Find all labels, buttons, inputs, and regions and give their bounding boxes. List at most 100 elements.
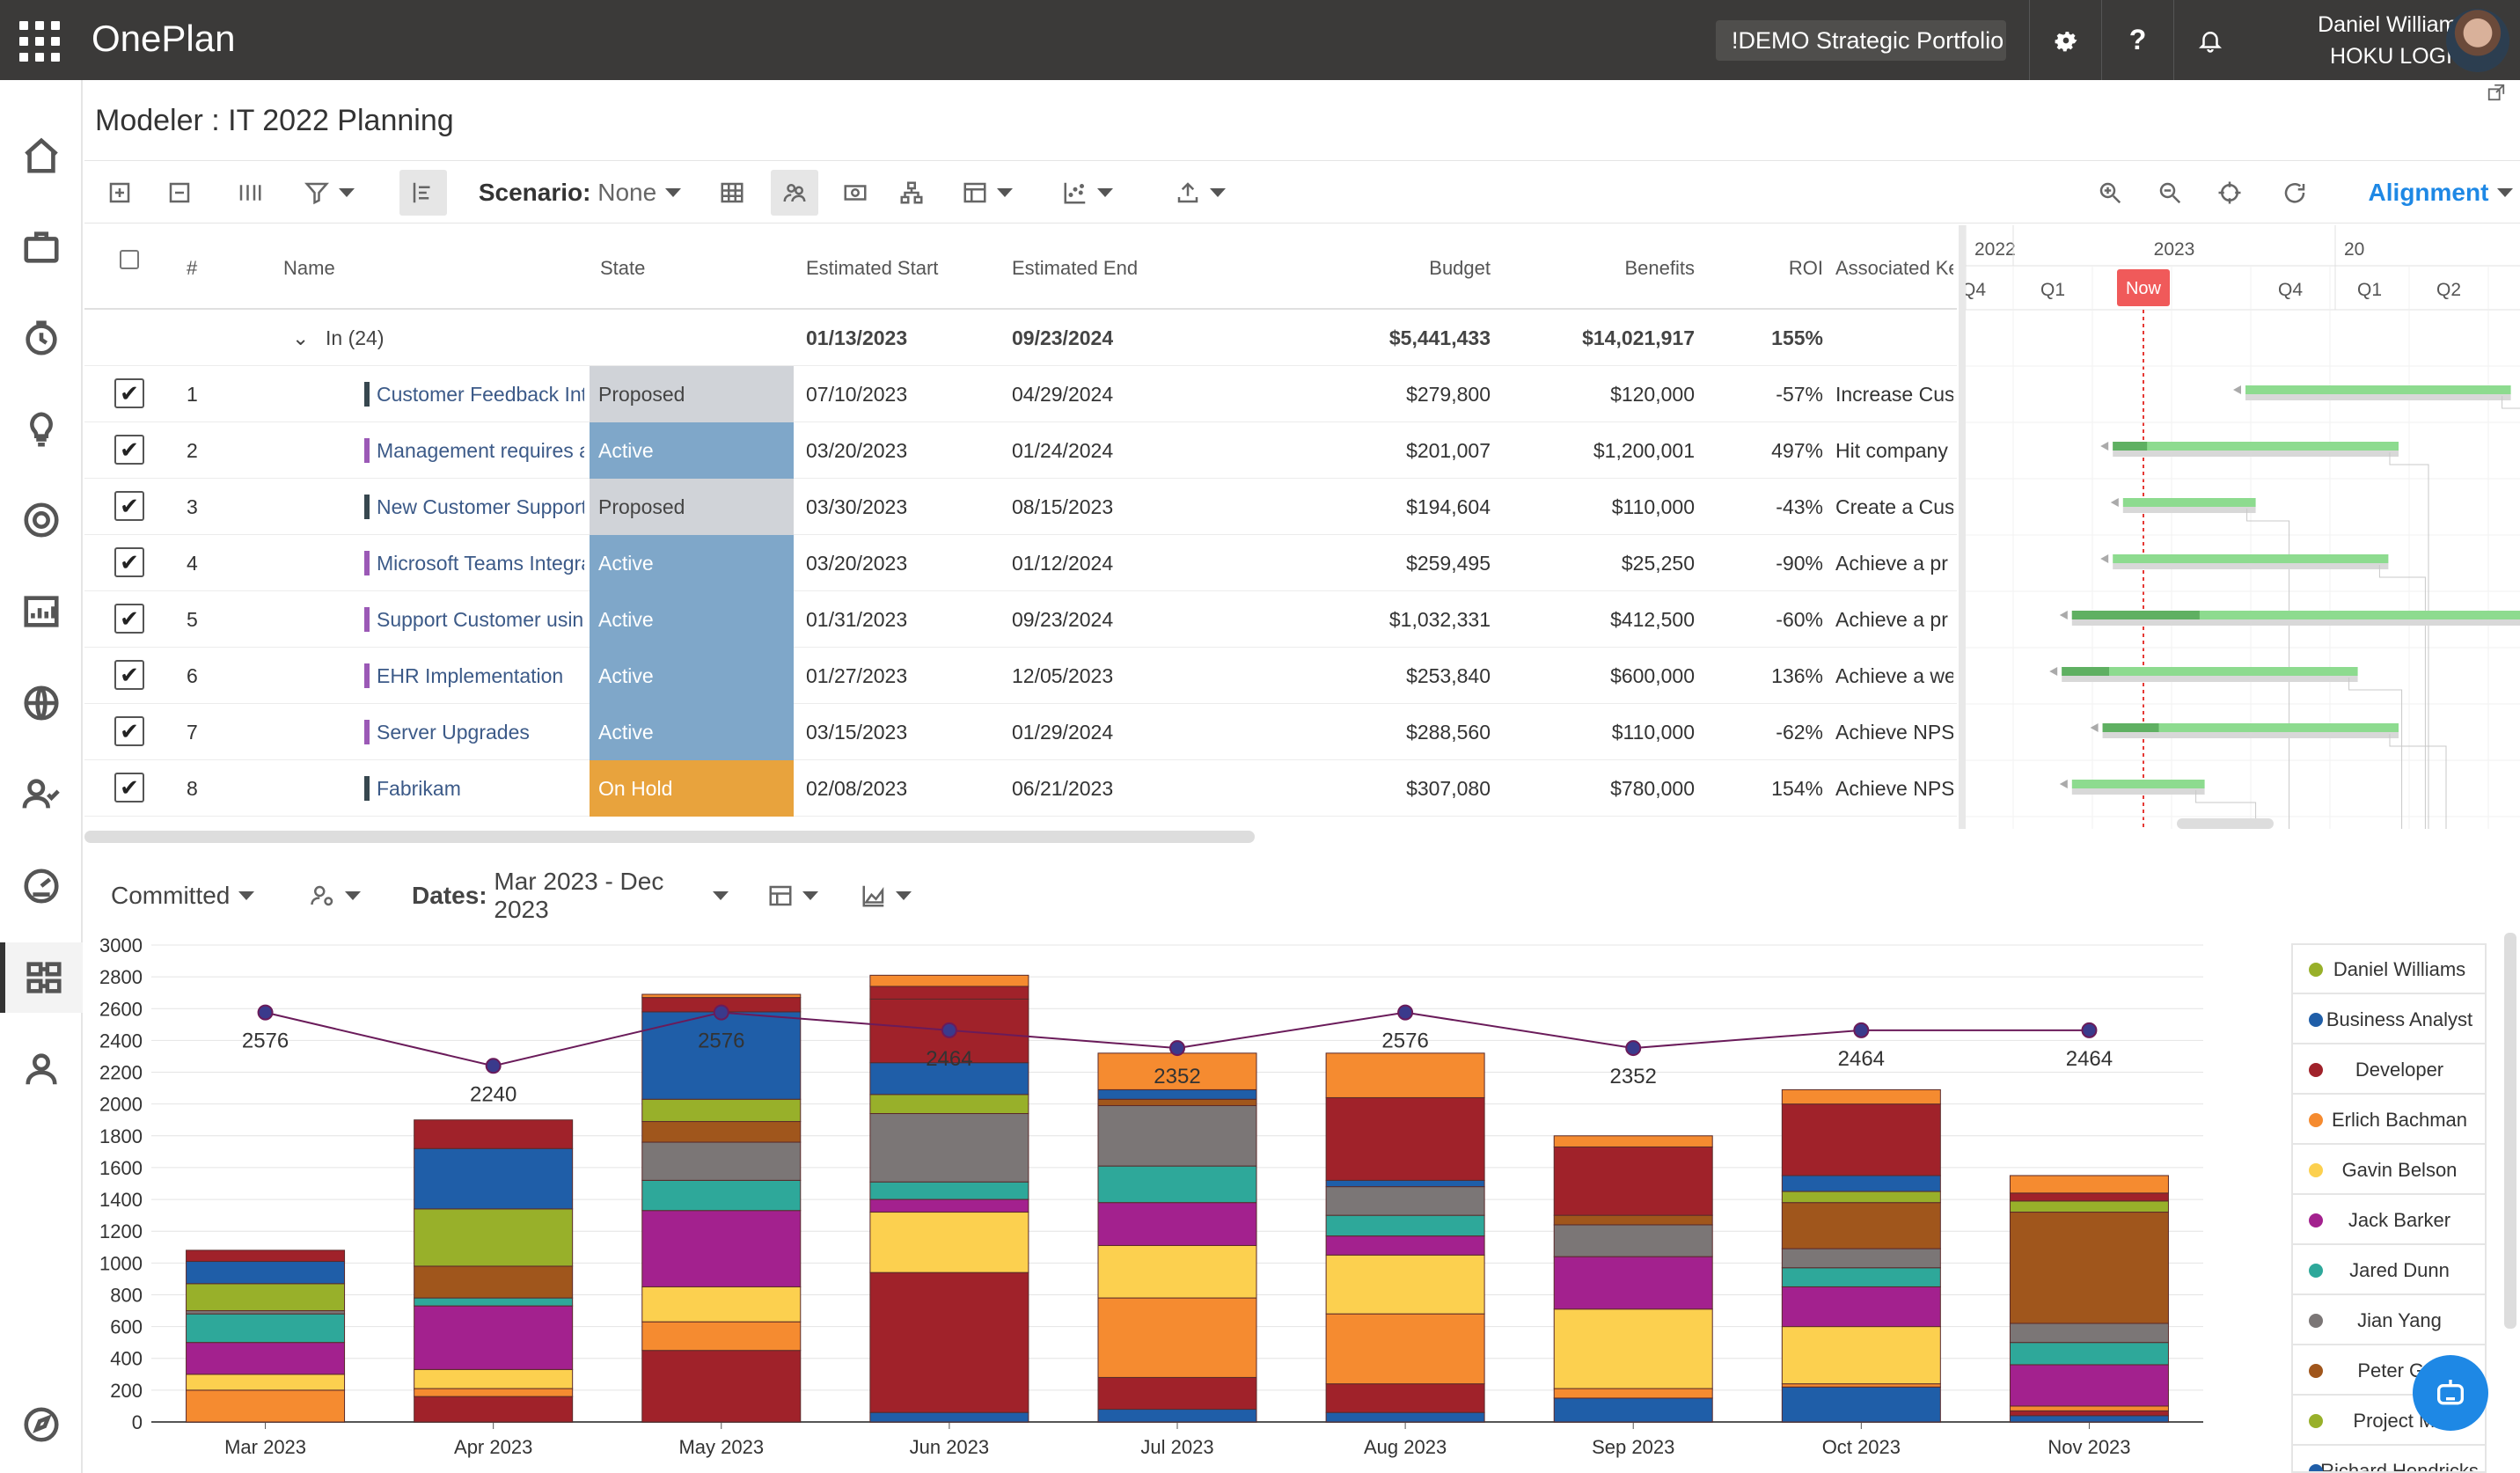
bar-segment[interactable] xyxy=(186,1261,346,1285)
row-checkbox[interactable]: ✔ xyxy=(114,716,144,746)
bar-segment[interactable] xyxy=(1325,1411,1485,1423)
person-icon[interactable] xyxy=(0,1034,83,1104)
col-header-end[interactable]: Estimated End xyxy=(1012,257,1139,279)
bar-segment[interactable] xyxy=(1325,1254,1485,1315)
bar-segment[interactable] xyxy=(186,1342,346,1375)
bar-segment[interactable] xyxy=(2009,1323,2169,1344)
bar-segment[interactable] xyxy=(414,1147,574,1210)
gantt-bar[interactable] xyxy=(2113,554,2389,563)
bar-segment[interactable] xyxy=(1325,1186,1485,1216)
row-state[interactable]: Active xyxy=(590,422,794,479)
expand-all-icon[interactable] xyxy=(102,170,137,216)
capacity-point[interactable] xyxy=(941,1022,957,1038)
bar-segment[interactable] xyxy=(1781,1326,1941,1385)
bar-segment[interactable] xyxy=(1097,1098,1257,1106)
modeler-icon[interactable] xyxy=(0,942,83,1013)
bar-segment[interactable] xyxy=(1553,1256,1713,1310)
bar-segment[interactable] xyxy=(186,1283,346,1312)
bar-segment[interactable] xyxy=(1553,1135,1713,1147)
bar-segment[interactable] xyxy=(1097,1244,1257,1299)
capacity-point[interactable] xyxy=(2081,1022,2098,1038)
col-header-benefits[interactable]: Benefits xyxy=(1624,257,1696,279)
collapse-all-icon[interactable] xyxy=(162,170,197,216)
bar-segment[interactable] xyxy=(1097,1104,1257,1167)
gantt-bar[interactable] xyxy=(2071,780,2205,788)
bar-segment[interactable] xyxy=(1325,1383,1485,1413)
bar-segment[interactable] xyxy=(1553,1146,1713,1216)
bar-segment[interactable] xyxy=(1781,1191,1941,1204)
bar-segment[interactable] xyxy=(869,1198,1029,1213)
bar-segment[interactable] xyxy=(1553,1308,1713,1389)
bar-segment[interactable] xyxy=(869,1181,1029,1200)
export-dropdown[interactable] xyxy=(1165,170,1235,216)
resource-icon[interactable] xyxy=(771,170,818,216)
zoom-out-icon[interactable] xyxy=(2150,170,2189,216)
table-row[interactable]: ✔ 7 Server Upgrades Active 03/15/2023 01/29/2… xyxy=(84,704,1957,760)
bar-segment[interactable] xyxy=(1781,1175,1941,1192)
bar-segment[interactable] xyxy=(869,1212,1029,1273)
grid-scrollbar[interactable] xyxy=(84,831,1255,843)
popout-icon[interactable] xyxy=(2487,83,2506,102)
bar-segment[interactable] xyxy=(1553,1388,1713,1399)
settings-icon[interactable] xyxy=(2029,0,2101,80)
row-checkbox[interactable]: ✔ xyxy=(114,660,144,690)
capacity-point[interactable] xyxy=(1169,1040,1185,1057)
row-name-link[interactable]: Fabrikam xyxy=(377,777,461,800)
portfolio-selector[interactable]: !DEMO Strategic Portfolio M xyxy=(1716,20,2006,61)
bar-segment[interactable] xyxy=(2009,1200,2169,1213)
bar-segment[interactable] xyxy=(186,1249,346,1263)
bar-segment[interactable] xyxy=(869,1062,1029,1096)
capacity-point[interactable] xyxy=(485,1058,502,1074)
bar-segment[interactable] xyxy=(1781,1286,1941,1328)
row-name-link[interactable]: Management requires a xyxy=(377,439,584,462)
capacity-point[interactable] xyxy=(1853,1022,1870,1038)
bar-segment[interactable] xyxy=(414,1265,574,1299)
col-header-state[interactable]: State xyxy=(600,257,646,279)
scenario-dropdown[interactable]: Scenario: None xyxy=(479,170,682,216)
bar-segment[interactable] xyxy=(1781,1103,1941,1176)
bar-segment[interactable] xyxy=(1325,1179,1485,1188)
legend-item[interactable]: Daniel Williams xyxy=(2293,945,2485,994)
row-name-link[interactable]: Support Customer usin xyxy=(377,608,584,631)
col-header-name[interactable]: Name xyxy=(283,257,335,279)
table-row[interactable]: ✔ 1 Customer Feedback Inte Proposed 07/10/20… xyxy=(84,366,1957,422)
chart-scrollbar[interactable] xyxy=(2504,933,2516,1329)
col-header-start[interactable]: Estimated Start xyxy=(806,257,939,279)
bar-segment[interactable] xyxy=(1781,1088,1941,1105)
bar-segment[interactable] xyxy=(1097,1297,1257,1378)
hierarchy-icon[interactable] xyxy=(892,170,931,216)
fit-icon[interactable] xyxy=(2210,170,2249,216)
bar-segment[interactable] xyxy=(414,1368,574,1389)
row-checkbox[interactable]: ✔ xyxy=(114,378,144,408)
target-icon[interactable] xyxy=(0,485,83,555)
bar-segment[interactable] xyxy=(414,1119,574,1149)
table-icon[interactable] xyxy=(713,170,751,216)
bar-segment[interactable] xyxy=(1325,1313,1485,1385)
committed-dropdown[interactable]: Committed xyxy=(111,873,269,919)
bar-segment[interactable] xyxy=(869,1411,1029,1423)
columns-icon[interactable] xyxy=(231,170,269,216)
legend-item[interactable]: Jack Barker xyxy=(2293,1196,2485,1245)
table-row[interactable]: ✔ 8 Fabrikam On Hold 02/08/2023 06/21/2023 $30… xyxy=(84,760,1957,817)
bar-segment[interactable] xyxy=(186,1374,346,1391)
gantt-bar[interactable] xyxy=(2122,498,2256,507)
table-row[interactable]: ✔ 2 Management requires a Active 03/20/2023 0… xyxy=(84,422,1957,479)
bar-segment[interactable] xyxy=(1097,1052,1257,1090)
bar-segment[interactable] xyxy=(641,1141,802,1181)
bar-segment[interactable] xyxy=(186,1310,346,1315)
table-row[interactable]: ✔ 4 Microsoft Teams Integra Active 03/20/202… xyxy=(84,535,1957,591)
bar-segment[interactable] xyxy=(641,1011,802,1100)
bar-segment[interactable] xyxy=(869,1094,1029,1115)
gantt-bar[interactable] xyxy=(2062,667,2358,676)
user-info[interactable]: Daniel Williams HOKU LOGIC xyxy=(2266,9,2468,72)
bar-segment[interactable] xyxy=(641,1179,802,1212)
lightbulb-icon[interactable] xyxy=(0,394,83,465)
gantt-bar[interactable] xyxy=(2071,611,2520,619)
bar-segment[interactable] xyxy=(1553,1224,1713,1257)
row-name-link[interactable]: EHR Implementation xyxy=(377,664,564,687)
bar-segment[interactable] xyxy=(1097,1376,1257,1411)
gantt-bar[interactable] xyxy=(2113,442,2399,451)
scatter-dropdown[interactable] xyxy=(1052,170,1123,216)
team-icon[interactable] xyxy=(0,759,83,830)
bar-segment[interactable] xyxy=(1325,1235,1485,1256)
